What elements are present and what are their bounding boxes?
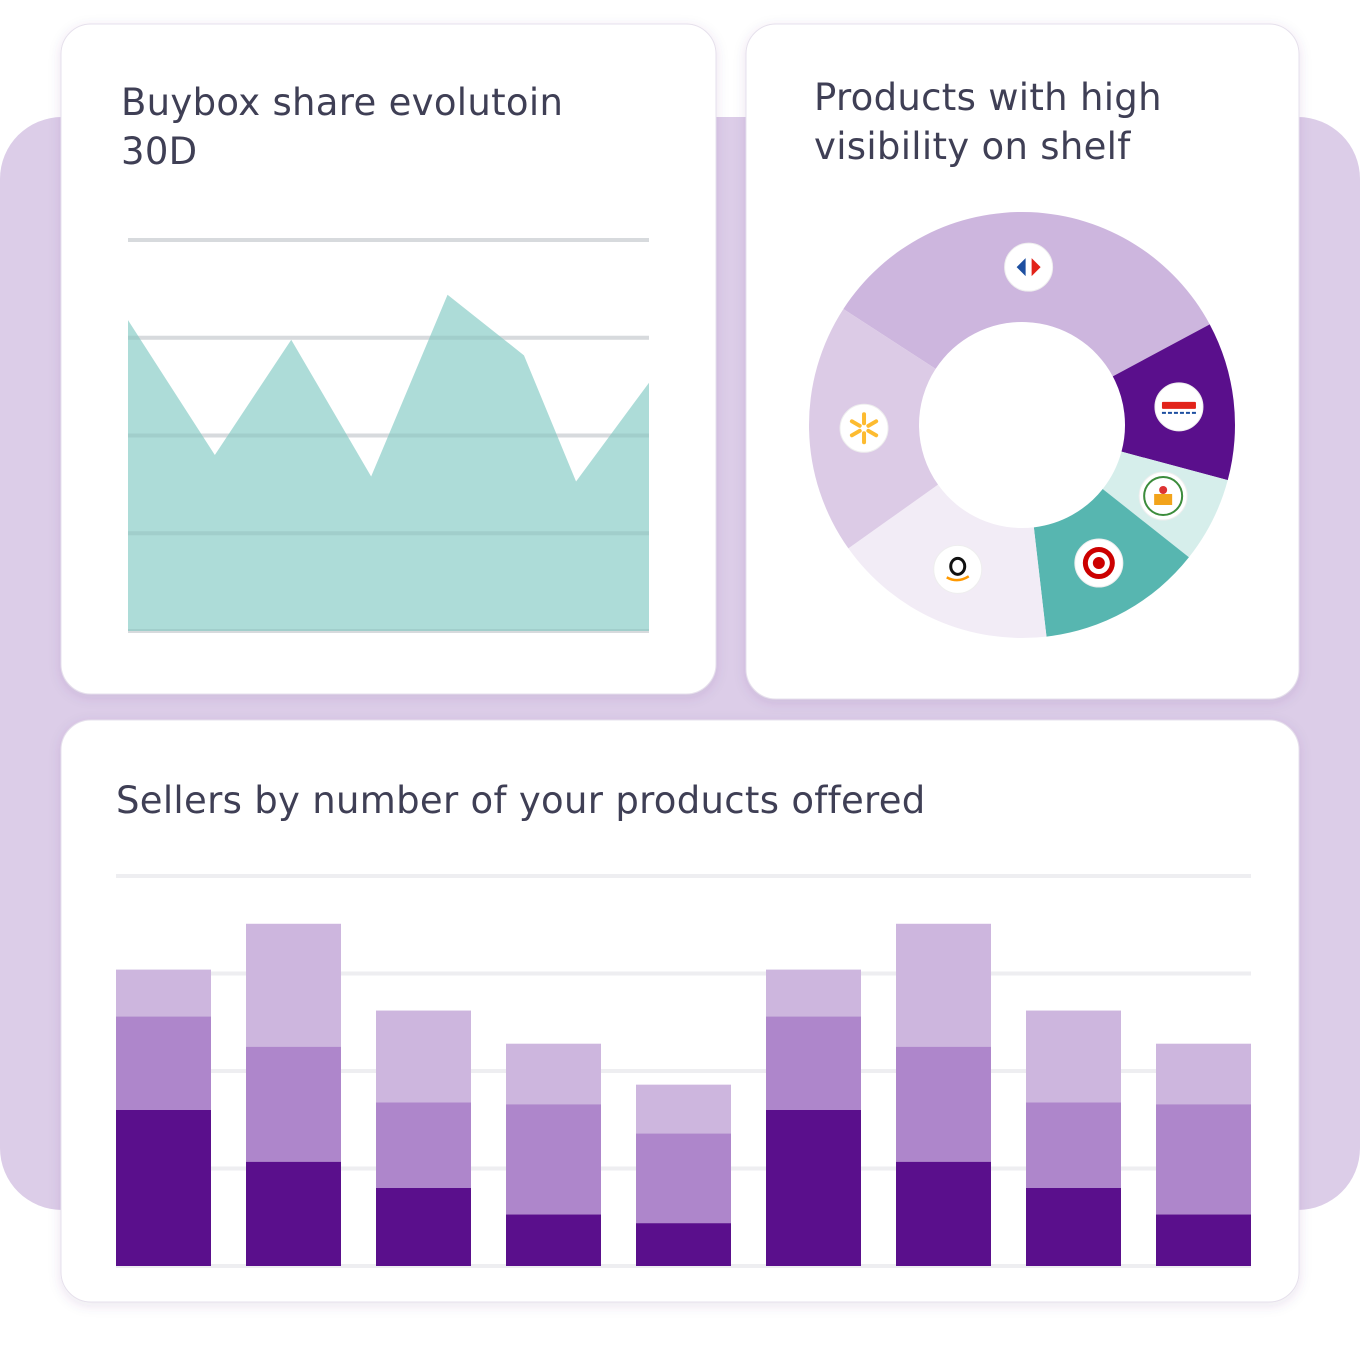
- logo: [949, 556, 967, 576]
- bar-segment: [246, 923, 341, 1047]
- bar-segment: [376, 1102, 471, 1188]
- bar-segment: [766, 1110, 861, 1266]
- bar-segment: [506, 1104, 601, 1215]
- bar-segment: [896, 923, 991, 1047]
- bar-segment: [1156, 1104, 1251, 1215]
- bar-segment: [376, 1188, 471, 1266]
- bar-segment: [1156, 1043, 1251, 1105]
- bar-segment: [506, 1043, 601, 1105]
- bar-segment: [246, 1161, 341, 1266]
- bar-segment: [766, 969, 861, 1017]
- chart-title: Buybox share evolutoin 30D: [121, 81, 564, 173]
- bar-segment: [116, 1016, 211, 1110]
- bar-segment: [506, 1214, 601, 1266]
- bar-segment: [376, 1010, 471, 1103]
- logo: [866, 428, 879, 438]
- logo-badge: [839, 403, 889, 453]
- logo-badge: [1004, 242, 1054, 292]
- donut-segment: [843, 211, 1210, 377]
- area: [128, 294, 649, 631]
- bar-segment: [1156, 1214, 1251, 1266]
- bar-segment: [636, 1133, 731, 1224]
- logo-badge: [933, 544, 983, 594]
- bar-segment: [636, 1223, 731, 1266]
- bar-segment: [636, 1084, 731, 1134]
- bar-segment: [246, 1046, 341, 1162]
- bar-segment: [1026, 1102, 1121, 1188]
- logo: [946, 575, 970, 582]
- logo: [849, 428, 862, 438]
- chart-title: Products with high visibility on shelf: [814, 76, 1162, 168]
- donut-chart: [809, 211, 1235, 638]
- logo: [1161, 401, 1196, 409]
- bar-segment: [896, 1046, 991, 1162]
- chart-title: Sellers by number of your products offer…: [116, 779, 926, 822]
- logo: [1159, 485, 1168, 494]
- bar-segment: [766, 1016, 861, 1110]
- bar-segment: [116, 969, 211, 1017]
- logo: [849, 419, 862, 428]
- bar-segment: [1026, 1010, 1121, 1103]
- bar-segment: [1026, 1188, 1121, 1266]
- logo: [1154, 493, 1173, 505]
- logo: [866, 419, 879, 428]
- area-chart: [128, 238, 649, 633]
- logo: [1031, 258, 1041, 277]
- logo: [1092, 557, 1105, 570]
- bar-segment: [116, 1110, 211, 1266]
- logo: [1016, 258, 1026, 277]
- logo: [1143, 475, 1184, 516]
- bar-segment: [896, 1161, 991, 1266]
- bar-chart: [116, 874, 1251, 1268]
